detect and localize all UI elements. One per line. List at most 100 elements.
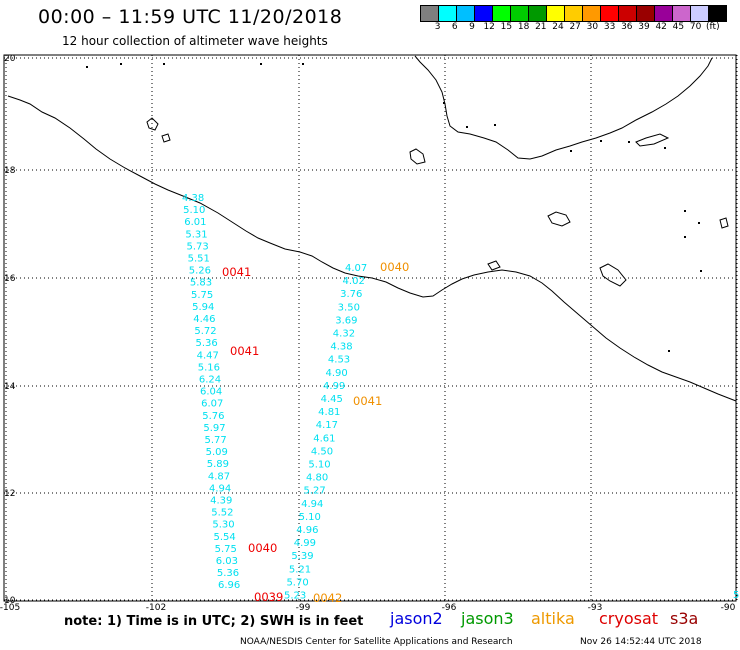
- scale-label: 45: [672, 22, 685, 32]
- swh-value: 5.30: [212, 520, 234, 531]
- scale-label: 18: [517, 22, 530, 32]
- swh-value: 6.03: [216, 556, 238, 567]
- latitude-label: 18: [4, 166, 16, 176]
- swh-value: 5.97: [203, 423, 225, 434]
- mexico-pacific-coastline: [7, 95, 737, 402]
- credit-text: NOAA/NESDIS Center for Satellite Applica…: [240, 637, 513, 647]
- swh-value: 4.32: [333, 329, 355, 340]
- scale-labels: 3 6 9 12 15 18 21 24 27 30 33 36 39 42 45 70 (ft): [421, 22, 740, 34]
- yucatan-coastline: [414, 55, 713, 160]
- swh-value: 5.27: [304, 486, 326, 497]
- swh-value: 4.50: [311, 446, 333, 457]
- island-dot: [163, 63, 165, 65]
- swh-value: 5.70: [286, 577, 308, 588]
- swh-value: 5: [733, 590, 739, 601]
- swh-value: 4.45: [321, 394, 343, 405]
- swh-value: 5.10: [183, 205, 205, 216]
- swh-value: 4.07: [345, 263, 367, 274]
- swh-value: 5.89: [207, 459, 229, 470]
- swh-value: 5.73: [187, 241, 209, 252]
- swh-value: 5.21: [289, 564, 311, 575]
- pass-time-label: 0041: [353, 394, 382, 408]
- swh-value: 5.83: [190, 278, 212, 289]
- swh-value: 5.16: [198, 362, 220, 373]
- swh-value: 5.26: [189, 266, 211, 277]
- island-dot: [466, 126, 468, 128]
- satellite-legend-altika: altika: [531, 609, 575, 628]
- longitude-label: -90: [720, 603, 736, 613]
- swh-value: 5.23: [284, 591, 306, 602]
- scale-label: 36: [621, 22, 633, 32]
- swh-value: 4.38: [330, 342, 352, 353]
- scale-label: 21: [535, 22, 547, 32]
- island-dot: [698, 222, 700, 224]
- island-dot: [494, 124, 496, 126]
- small-islands: [86, 63, 702, 352]
- longitude-label: -105: [0, 603, 21, 613]
- swh-value: 4.80: [306, 473, 328, 484]
- island-dot: [684, 210, 686, 212]
- island-dot: [302, 63, 304, 65]
- swh-value: 4.99: [294, 538, 316, 549]
- lake-izabal: [487, 260, 501, 271]
- swh-value: 4.39: [210, 496, 232, 507]
- satellite-legend-s3a: s3a: [670, 609, 699, 628]
- satellite-legend-jason3: jason3: [461, 609, 514, 628]
- swh-value: 4.02: [343, 276, 365, 287]
- scale-label: 24: [552, 22, 564, 32]
- swh-value: 5.36: [196, 338, 218, 349]
- swh-value: 4.47: [197, 350, 219, 361]
- lake-small-2: [719, 217, 729, 229]
- pass-time-label: 0040: [380, 260, 409, 274]
- swh-value: 6.07: [201, 399, 223, 410]
- island-dot: [260, 63, 262, 65]
- latitude-label: 10: [4, 596, 16, 606]
- island-dot: [628, 141, 630, 143]
- swh-value: 5.77: [205, 435, 227, 446]
- swh-value: 4.81: [318, 407, 340, 418]
- lake-nicaragua: [599, 263, 627, 287]
- swh-value: 5.75: [191, 290, 213, 301]
- swh-value: 5.51: [188, 254, 210, 265]
- lake-small: [161, 133, 171, 143]
- longitude-label: -93: [587, 603, 603, 613]
- island-dot: [120, 63, 122, 65]
- scale-label: 39: [638, 22, 650, 32]
- swh-value: 5.94: [192, 302, 214, 313]
- lake-chapala: [146, 117, 159, 131]
- island-dot: [600, 140, 602, 142]
- pass-time-label: 0039: [254, 590, 283, 604]
- latitude-label: 14: [4, 382, 16, 392]
- swh-value: 5.54: [214, 532, 236, 543]
- swh-value: 5.39: [291, 551, 313, 562]
- swh-value: 6.04: [200, 387, 222, 398]
- swh-value: 4.99: [323, 381, 345, 392]
- swh-value: 6.01: [184, 217, 206, 228]
- map-frame: [3, 54, 737, 602]
- graticule: [4, 55, 738, 601]
- scale-label: 70: [689, 22, 702, 32]
- scale-label: 6: [451, 22, 458, 32]
- island-dot: [668, 350, 670, 352]
- scale-label: 30: [586, 22, 599, 32]
- swh-value: 4.46: [193, 314, 215, 325]
- swh-value: 5.72: [194, 326, 216, 337]
- swh-value: 6.24: [199, 375, 221, 386]
- island-dot: [664, 147, 666, 149]
- scale-label: 12: [483, 22, 495, 32]
- scale-label: 27: [569, 22, 581, 32]
- latitude-label: 12: [4, 489, 16, 499]
- laguna-terminos: [547, 211, 571, 227]
- swh-value: 4.94: [301, 499, 323, 510]
- altimeter-tracks: 4.38 5.106.015.315.73 5.515.265.835.755.94…: [182, 193, 739, 605]
- scale-label: 3: [434, 22, 441, 32]
- swh-value: 4.96: [296, 525, 318, 536]
- latitude-label: 16: [4, 274, 16, 284]
- pass-time-label: 0041: [222, 265, 251, 279]
- latitude-label: 20: [4, 54, 16, 64]
- coastal-lagoon: [635, 133, 670, 147]
- swh-value: 4.53: [328, 355, 350, 366]
- swh-value: 5.09: [206, 447, 228, 458]
- swh-value: 5.31: [185, 229, 207, 240]
- wave-height-color-scale: [420, 5, 727, 22]
